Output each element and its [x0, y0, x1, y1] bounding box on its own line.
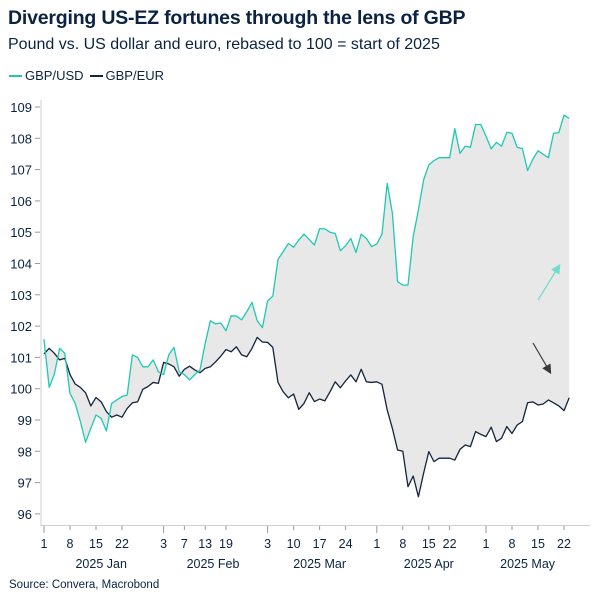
- x-tick-label: 1: [373, 537, 380, 551]
- arrow-up-icon: [537, 263, 561, 301]
- x-tick-label: 15: [422, 537, 436, 551]
- spread-band: [44, 115, 570, 497]
- chart-subtitle: Pound vs. US dollar and euro, rebased to…: [8, 36, 440, 53]
- x-month-label: 2025 Jan: [75, 557, 126, 571]
- x-tick-label: 10: [287, 537, 301, 551]
- series-line-gbp-usd: [43, 114, 570, 443]
- y-tick-label: 109: [10, 100, 32, 115]
- y-tick-label: 108: [10, 131, 32, 146]
- y-tick-label: 96: [18, 507, 32, 522]
- x-tick-label: 22: [443, 537, 457, 551]
- x-tick-label: 8: [67, 537, 74, 551]
- series-line-gbp-eur: [43, 336, 570, 498]
- x-month-label: 2025 Apr: [404, 557, 454, 571]
- y-tick-label: 104: [10, 257, 32, 272]
- legend-swatch-gbp-eur: [89, 74, 103, 77]
- legend: GBP/USD GBP/EUR: [9, 68, 164, 83]
- x-month-label: 2025 Mar: [293, 557, 346, 571]
- source-note: Source: Convera, Macrobond: [9, 579, 160, 591]
- arrow-down-icon: [532, 342, 552, 375]
- x-tick-label: 1: [41, 537, 48, 551]
- legend-swatch-gbp-usd: [9, 74, 22, 77]
- y-tick-label: 100: [10, 382, 32, 397]
- x-tick-label: 19: [219, 537, 233, 551]
- y-tick-label: 102: [10, 319, 32, 334]
- x-tick-label: 8: [399, 537, 406, 551]
- x-month-label: 2025 Feb: [187, 557, 240, 571]
- x-tick-label: 8: [509, 537, 516, 551]
- y-tick-label: 99: [18, 413, 32, 428]
- y-tick-label: 105: [10, 225, 32, 240]
- x-tick-label: 3: [160, 537, 167, 551]
- x-tick-label: 1: [483, 537, 490, 551]
- x-tick-label: 15: [531, 537, 545, 551]
- chart-title: Diverging US-EZ fortunes through the len…: [8, 7, 466, 29]
- x-month-label: 2025 May: [500, 557, 556, 571]
- y-tick-label: 103: [10, 288, 32, 303]
- y-tick-label: 106: [10, 194, 32, 209]
- x-tick-label: 22: [557, 537, 571, 551]
- y-tick-label: 107: [10, 163, 32, 178]
- x-tick-label: 24: [339, 537, 353, 551]
- x-tick-label: 7: [181, 537, 188, 551]
- y-tick-label: 101: [10, 350, 32, 365]
- legend-item-gbp-usd: GBP/USD: [9, 68, 84, 83]
- y-tick-label: 98: [18, 444, 32, 459]
- x-tick-label: 17: [313, 537, 327, 551]
- legend-label-gbp-usd: GBP/USD: [25, 68, 84, 83]
- x-tick-label: 15: [89, 537, 103, 551]
- x-tick-label: 22: [115, 537, 129, 551]
- legend-item-gbp-eur: GBP/EUR: [89, 68, 165, 83]
- x-tick-label: 13: [198, 537, 212, 551]
- legend-label-gbp-eur: GBP/EUR: [105, 68, 165, 83]
- y-tick-label: 97: [18, 476, 32, 491]
- x-tick-label: 3: [264, 537, 271, 551]
